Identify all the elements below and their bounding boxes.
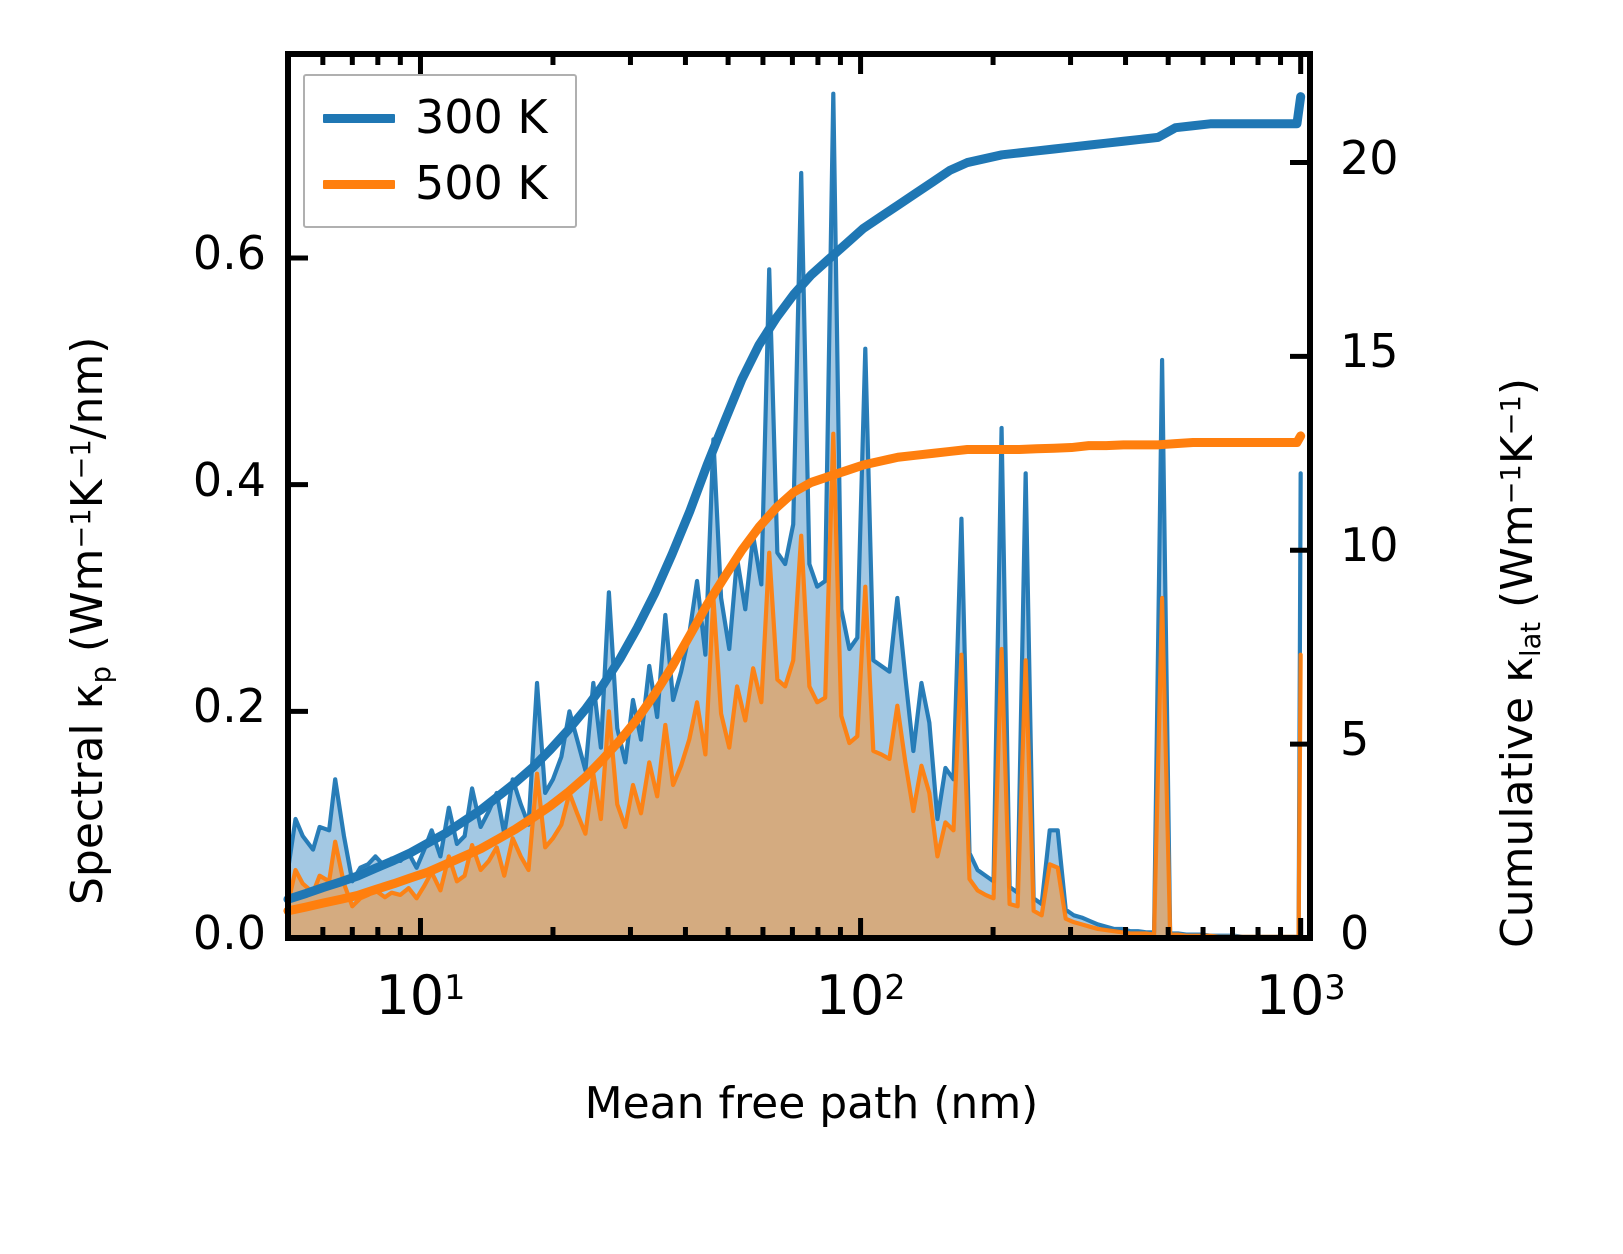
x-axis-title: Mean free path (nm)	[584, 1078, 1039, 1129]
cumulative-curves	[283, 92, 1306, 916]
ylabel-right-pre: Cumulative κ	[1492, 656, 1543, 948]
y-tick-label-left: 0.2	[192, 679, 266, 734]
spectral-curves	[285, 91, 1303, 939]
legend-label-300k: 300 K	[415, 90, 548, 144]
ylabel-left-pre: Spectral κ	[62, 683, 113, 905]
ylabel-right-sup1: −1	[1495, 464, 1527, 505]
ylabel-left-post: /nm)	[62, 336, 113, 440]
ylabel-left-unit: (Wm	[62, 548, 113, 667]
ylabel-left-k: K	[62, 479, 113, 509]
axes-frame	[285, 51, 1313, 941]
ylabel-left-sup1: −1	[65, 508, 97, 549]
y-tick-label-right: 10	[1340, 518, 1399, 573]
ylabel-right-k: K	[1492, 435, 1543, 465]
legend-label-500k: 500 K	[415, 156, 548, 210]
y-tick-label-right: 15	[1340, 324, 1399, 379]
y-tick-label-left: 0.4	[192, 452, 266, 507]
legend-swatch-300k	[323, 114, 395, 123]
y-tick-label-left: 0.6	[192, 226, 266, 280]
x-tick-label: 101	[375, 964, 466, 1027]
axis-ticks	[285, 54, 1310, 941]
legend-swatch-500k	[323, 180, 395, 189]
ylabel-right-post: )	[1492, 377, 1543, 396]
legend-item-300k[interactable]: 300 K	[305, 88, 575, 148]
y-tick-label-right: 20	[1340, 130, 1399, 185]
x-tick-label: 102	[815, 964, 906, 1027]
x-tick-label: 103	[1255, 964, 1346, 1027]
y-tick-label-right: 0	[1340, 906, 1370, 960]
y-tick-label-right: 5	[1340, 712, 1370, 767]
ylabel-right-sup2: −1	[1495, 395, 1527, 436]
y-axis-left-title: Spectral κp (Wm−1K−1/nm)	[62, 336, 117, 905]
legend-item-500k[interactable]: 500 K	[305, 154, 575, 214]
y-axis-right-title: Cumulative κlat (Wm−1K−1)	[1492, 377, 1547, 948]
ylabel-left-sup2: −1	[65, 439, 97, 480]
legend: 300 K 500 K	[303, 74, 577, 228]
y-tick-label-left: 0.0	[192, 906, 266, 960]
ylabel-right-unit: (Wm	[1492, 504, 1543, 622]
ylabel-left-sub: p	[86, 666, 118, 684]
ylabel-right-sub: lat	[1516, 621, 1548, 657]
